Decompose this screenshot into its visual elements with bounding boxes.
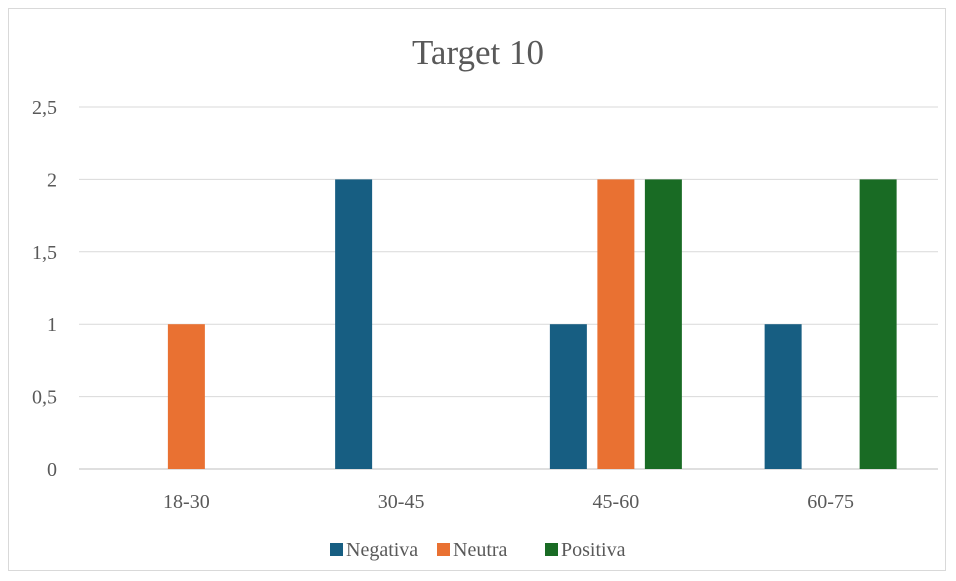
x-tick-label: 18-30	[163, 491, 210, 513]
y-tick-label: 1,5	[32, 242, 57, 264]
legend: Negativa Neutra Positiva	[330, 539, 626, 561]
gridlines	[79, 106, 938, 470]
y-tick-label: 0,5	[32, 387, 57, 409]
bar-negativa-60-75	[764, 324, 802, 469]
x-tick-label: 30-45	[378, 491, 425, 513]
x-tick-label: 60-75	[807, 491, 854, 513]
chart-frame	[8, 8, 946, 571]
bar-positiva-45-60	[644, 179, 682, 469]
y-tick-label: 2,5	[32, 97, 57, 119]
legend-label-neutra: Neutra	[453, 539, 508, 561]
legend-label-positiva: Positiva	[561, 539, 626, 561]
legend-swatch-positiva	[545, 543, 558, 556]
y-tick-label: 1	[47, 314, 57, 336]
bar-positiva-60-75	[859, 179, 897, 469]
x-tick-label: 45-60	[593, 491, 640, 513]
bars	[167, 179, 897, 469]
bar-neutra-18-30	[167, 324, 205, 469]
x-axis-ticks: 18-30 30-45 45-60 60-75	[163, 491, 854, 513]
legend-swatch-neutra	[437, 543, 450, 556]
bar-negativa-30-45	[335, 179, 373, 469]
chart-title: Target 10	[412, 33, 544, 72]
y-axis-ticks: 0 0,5 1 1,5 2 2,5	[32, 97, 57, 481]
legend-label-negativa: Negativa	[346, 539, 418, 561]
legend-swatch-negativa	[330, 543, 343, 556]
bar-negativa-45-60	[549, 324, 587, 469]
y-tick-label: 2	[47, 169, 57, 191]
bar-neutra-45-60	[597, 179, 635, 469]
y-tick-label: 0	[47, 459, 57, 481]
